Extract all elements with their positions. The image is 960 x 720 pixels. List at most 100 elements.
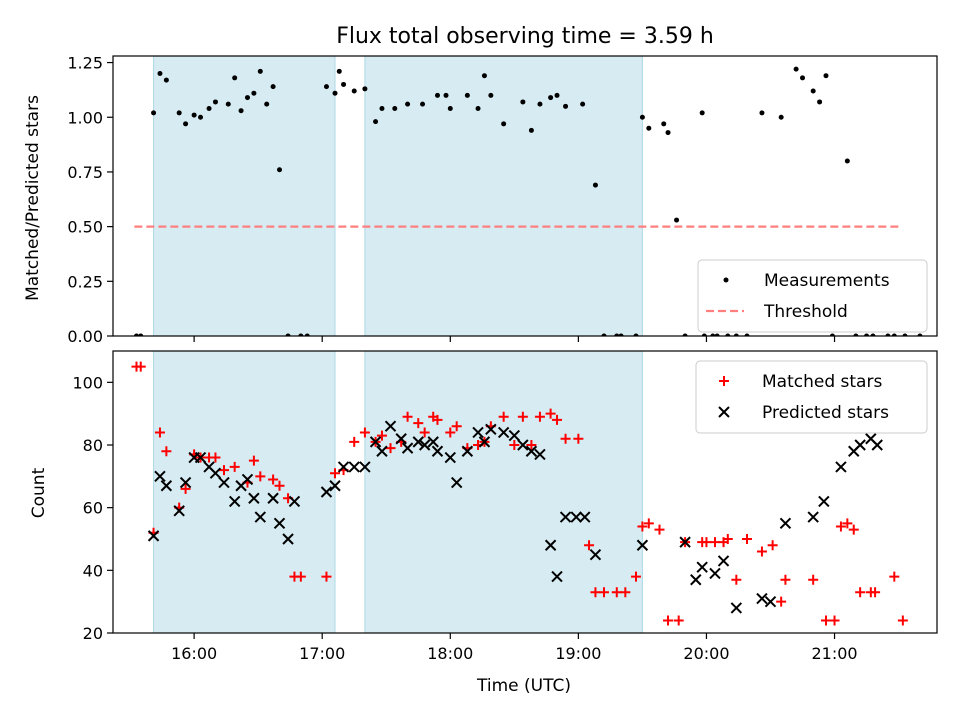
matched-stars-point bbox=[154, 427, 165, 438]
measurement-point bbox=[198, 114, 204, 120]
matched-stars-point bbox=[673, 615, 684, 626]
top-plot-area bbox=[133, 66, 923, 336]
measurement-point bbox=[238, 108, 244, 114]
y-tick-label: 0.50 bbox=[67, 218, 103, 237]
matched-stars-point bbox=[808, 574, 819, 585]
y-tick-label: 0.00 bbox=[67, 327, 103, 346]
measurement-point bbox=[778, 114, 784, 120]
bottom-y-axis-label: Count bbox=[29, 467, 49, 518]
y-tick-label: 100 bbox=[72, 373, 103, 392]
matched-stars-point bbox=[330, 468, 341, 479]
measurement-point bbox=[674, 217, 680, 223]
shaded-interval bbox=[153, 55, 336, 337]
matched-stars-point bbox=[526, 440, 537, 450]
top-axes-frame bbox=[112, 55, 938, 337]
x-tick-label: 19:00 bbox=[555, 644, 601, 663]
x-tick-label: 18:00 bbox=[427, 644, 473, 663]
measurement-point bbox=[810, 88, 816, 94]
matched-stars-point bbox=[643, 518, 654, 529]
matched-stars-point bbox=[870, 587, 881, 598]
measurement-point bbox=[277, 167, 283, 173]
measurement-point bbox=[420, 101, 426, 107]
measurement-point bbox=[362, 86, 368, 92]
measurement-point bbox=[257, 68, 263, 74]
matched-stars-point bbox=[445, 427, 456, 438]
predicted-stars-point bbox=[508, 429, 521, 442]
measurement-point bbox=[183, 121, 189, 127]
measurement-point bbox=[759, 110, 765, 116]
predicted-stars-point bbox=[544, 539, 557, 551]
measurement-point bbox=[176, 110, 182, 116]
measurement-point bbox=[232, 75, 238, 81]
measurement-point bbox=[341, 81, 347, 87]
matched-stars-point bbox=[432, 414, 443, 425]
measurement-point bbox=[138, 333, 144, 336]
measurement-point bbox=[699, 110, 705, 116]
legend-frame bbox=[695, 360, 928, 434]
predicted-stars-point bbox=[418, 439, 431, 451]
measurement-point bbox=[447, 106, 453, 111]
predicted-stars-point bbox=[267, 492, 279, 504]
legend-label: Matched stars bbox=[762, 372, 882, 392]
predicted-stars-point bbox=[248, 492, 260, 504]
x-tick-label: 17:00 bbox=[299, 644, 345, 663]
predicted-stars-point bbox=[730, 602, 743, 614]
predicted-stars-point bbox=[282, 533, 294, 545]
matched-stars-point bbox=[611, 587, 622, 598]
matched-stars-point bbox=[590, 587, 601, 598]
predicted-stars-point bbox=[254, 511, 267, 523]
measurement-point bbox=[537, 101, 543, 107]
matched-stars-point bbox=[219, 465, 230, 476]
predicted-stars-point bbox=[320, 486, 333, 498]
predicted-stars-point bbox=[525, 445, 538, 457]
predicted-stars-point bbox=[384, 420, 397, 432]
measurement-point bbox=[212, 99, 218, 105]
measurement-point bbox=[225, 101, 231, 107]
bottom-panel: 20 40 60 80 100 16:00 17:00 18:00 19:00 20:00 21:0… bbox=[72, 350, 938, 663]
measurement-point bbox=[829, 333, 835, 336]
predicted-stars-point bbox=[288, 495, 301, 508]
matched-stars-point bbox=[637, 521, 648, 532]
matched-stars-point bbox=[534, 411, 545, 422]
predicted-stars-point bbox=[690, 574, 702, 586]
predicted-stars-point bbox=[636, 539, 649, 551]
bottom-axes-frame bbox=[112, 350, 938, 634]
chart-title: Flux total observing time = 3.59 h bbox=[336, 24, 714, 49]
measurement-point bbox=[646, 125, 652, 131]
measurement-point bbox=[800, 75, 806, 81]
predicted-stars-point bbox=[450, 476, 463, 489]
measurement-point bbox=[725, 333, 731, 336]
predicted-stars-point bbox=[369, 436, 382, 448]
shaded-interval bbox=[153, 350, 336, 634]
matched-stars-point bbox=[742, 534, 753, 544]
predicted-stars-point bbox=[696, 561, 708, 573]
predicted-stars-point bbox=[534, 448, 546, 461]
x-tick-label: 21:00 bbox=[811, 644, 857, 663]
legend-label: Measurements bbox=[764, 271, 890, 291]
predicted-stars-point bbox=[348, 461, 360, 473]
measurement-point bbox=[392, 106, 398, 111]
measurement-point bbox=[304, 333, 310, 336]
predicted-stars-point bbox=[427, 436, 439, 448]
predicted-stars-point bbox=[472, 426, 484, 439]
matched-stars-point bbox=[359, 427, 370, 438]
measurement-point bbox=[163, 77, 169, 83]
predicted-stars-point bbox=[179, 476, 192, 489]
measurement-point bbox=[251, 90, 257, 96]
predicted-stars-point bbox=[517, 439, 529, 451]
matched-stars-point bbox=[701, 537, 712, 548]
matched-stars-point bbox=[498, 411, 509, 422]
matched-stars-point bbox=[731, 574, 742, 585]
measurement-point bbox=[244, 95, 250, 101]
measurement-point bbox=[733, 333, 739, 336]
matched-stars-point bbox=[573, 433, 584, 444]
measurement-point bbox=[714, 333, 720, 336]
legend-label: Predicted stars bbox=[762, 403, 889, 423]
matched-stars-point bbox=[842, 518, 853, 529]
matched-stars-point bbox=[509, 440, 520, 450]
predicted-stars-point bbox=[209, 467, 222, 479]
predicted-stars-point bbox=[444, 451, 456, 464]
measurement-point bbox=[157, 71, 163, 76]
matched-stars-point bbox=[349, 436, 360, 447]
